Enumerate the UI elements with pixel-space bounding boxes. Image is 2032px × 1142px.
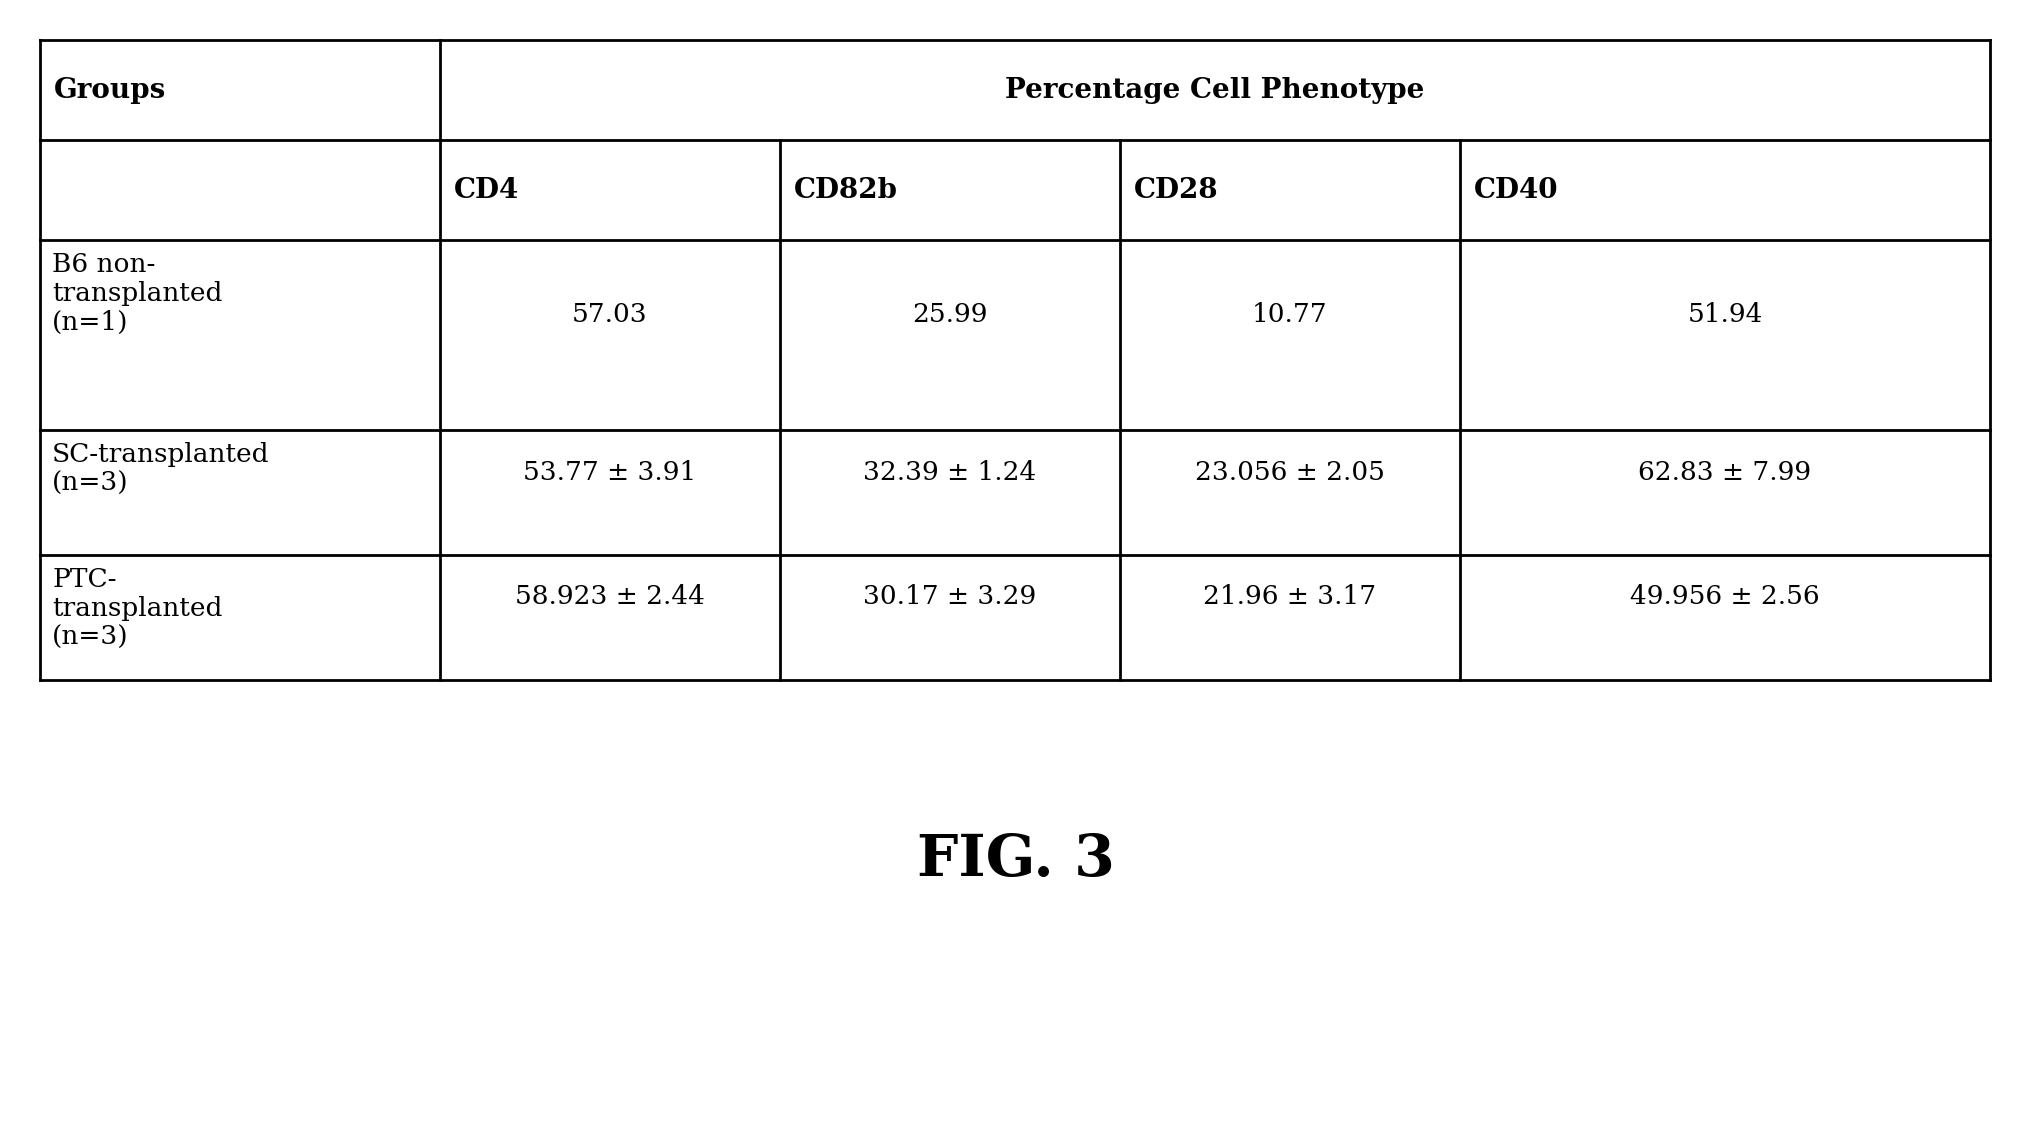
- Text: 10.77: 10.77: [1252, 301, 1327, 327]
- Text: B6 non-
transplanted
(n=1): B6 non- transplanted (n=1): [53, 252, 221, 335]
- Text: 53.77 ± 3.91: 53.77 ± 3.91: [524, 459, 697, 484]
- Text: 30.17 ± 3.29: 30.17 ± 3.29: [864, 585, 1036, 610]
- Text: FIG. 3: FIG. 3: [916, 833, 1116, 888]
- Text: SC-transplanted
(n=3): SC-transplanted (n=3): [53, 442, 270, 496]
- Text: 62.83 ± 7.99: 62.83 ± 7.99: [1638, 459, 1813, 484]
- Text: 25.99: 25.99: [912, 301, 988, 327]
- Text: 23.056 ± 2.05: 23.056 ± 2.05: [1195, 459, 1386, 484]
- Text: CD40: CD40: [1473, 177, 1559, 203]
- Text: CD28: CD28: [1134, 177, 1219, 203]
- Text: CD4: CD4: [453, 177, 520, 203]
- Text: 49.956 ± 2.56: 49.956 ± 2.56: [1630, 585, 1821, 610]
- Text: Groups: Groups: [55, 77, 167, 104]
- Text: 32.39 ± 1.24: 32.39 ± 1.24: [864, 459, 1036, 484]
- Text: PTC-
transplanted
(n=3): PTC- transplanted (n=3): [53, 566, 221, 650]
- Text: 51.94: 51.94: [1687, 301, 1762, 327]
- Text: 58.923 ± 2.44: 58.923 ± 2.44: [514, 585, 705, 610]
- Text: 57.03: 57.03: [573, 301, 648, 327]
- Text: 21.96 ± 3.17: 21.96 ± 3.17: [1203, 585, 1376, 610]
- Text: Percentage Cell Phenotype: Percentage Cell Phenotype: [1006, 77, 1424, 104]
- Text: CD82b: CD82b: [795, 177, 898, 203]
